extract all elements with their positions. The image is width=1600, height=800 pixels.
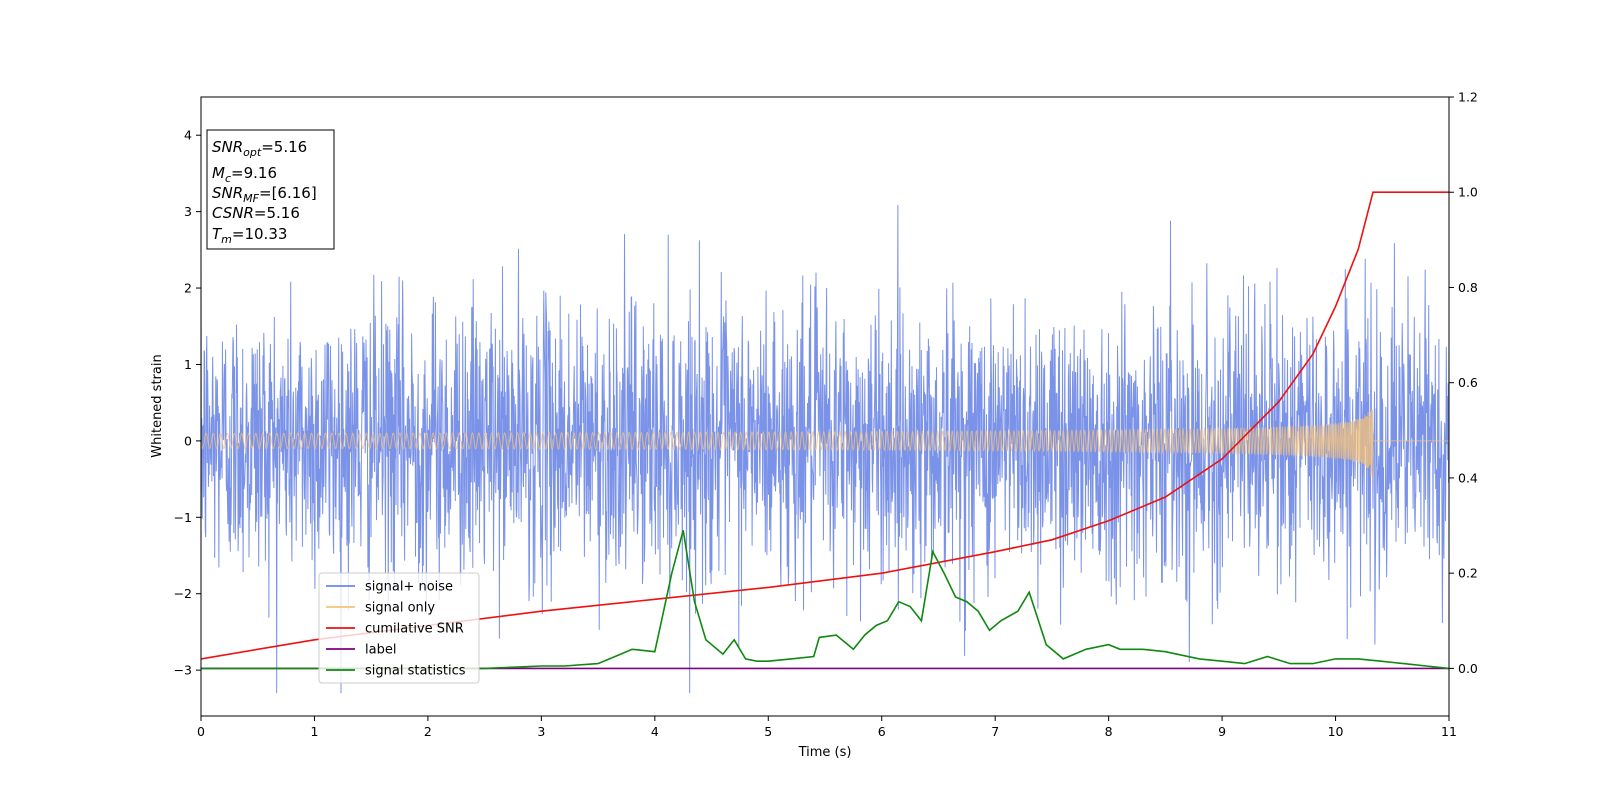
series-signal-noise [201, 204, 1449, 694]
info-csnr: CSNR=5.16 [212, 204, 300, 222]
y2-tick-label: 0.0 [1458, 661, 1478, 676]
legend-label-signal-statistics: signal statistics [365, 664, 466, 679]
y-axis-right: 0.0 0.2 0.4 0.6 0.8 1.0 1.2 [1449, 90, 1478, 676]
series-signal-statistics [201, 530, 1449, 670]
y-tick-label: −3 [174, 663, 192, 678]
x-axis-label: Time (s) [798, 745, 852, 760]
info-mc: Mc=9.16 [212, 164, 277, 185]
info-snr-opt: SNRopt=5.16 [212, 138, 307, 159]
legend-label-label: label [365, 643, 396, 658]
info-box-frame [206, 129, 335, 250]
y-tick-label: −2 [174, 586, 192, 601]
legend-label-cumilative-snr: cumilative SNR [365, 622, 464, 637]
x-tick-label: 7 [991, 724, 999, 739]
y-axis-left: −3 −2 −1 0 1 2 3 4 [174, 128, 201, 678]
series-signal-only [201, 408, 1449, 483]
x-tick-label: 5 [764, 724, 772, 739]
y2-tick-label: 0.4 [1458, 470, 1478, 485]
y-tick-label: −1 [174, 510, 192, 525]
y2-tick-label: 0.2 [1458, 566, 1478, 581]
y-tick-label: 3 [184, 204, 192, 219]
y2-tick-label: 0.6 [1458, 375, 1478, 390]
x-tick-label: 2 [424, 724, 432, 739]
x-tick-label: 1 [310, 724, 318, 739]
legend: signal+ noise signal only cumilative SNR la… [318, 572, 480, 684]
x-tick-label: 4 [651, 724, 659, 739]
series-cumilative-snr [201, 191, 1449, 660]
legend-label-signal-only: signal only [365, 601, 435, 616]
x-tick-label: 0 [197, 724, 205, 739]
y-axis-label: Whitened strain [150, 354, 165, 457]
x-tick-label: 8 [1105, 724, 1113, 739]
legend-label-signal-noise: signal+ noise [365, 580, 453, 595]
x-tick-label: 10 [1328, 724, 1344, 739]
y-tick-label: 1 [184, 357, 192, 372]
x-tick-label: 6 [878, 724, 886, 739]
info-box: SNRopt=5.16 Mc=9.16 SNRMF=[6.16] CSNR=5.… [206, 129, 335, 250]
legend-frame [318, 572, 480, 684]
x-tick-label: 11 [1441, 724, 1457, 739]
y-tick-label: 0 [184, 433, 192, 448]
plot-frame [200, 96, 1450, 717]
x-tick-label: 3 [537, 724, 545, 739]
x-axis: 0 1 2 3 4 5 6 7 8 9 10 11 [197, 716, 1457, 739]
y-tick-label: 2 [184, 281, 192, 296]
info-snr-mf: SNRMF=[6.16] [212, 184, 317, 205]
y2-tick-label: 0.8 [1458, 280, 1478, 295]
y2-tick-label: 1.2 [1458, 90, 1478, 105]
y-tick-label: 4 [184, 128, 192, 143]
x-tick-label: 9 [1218, 724, 1226, 739]
info-tm: Tm=10.33 [212, 225, 287, 246]
y2-tick-label: 1.0 [1458, 185, 1478, 200]
